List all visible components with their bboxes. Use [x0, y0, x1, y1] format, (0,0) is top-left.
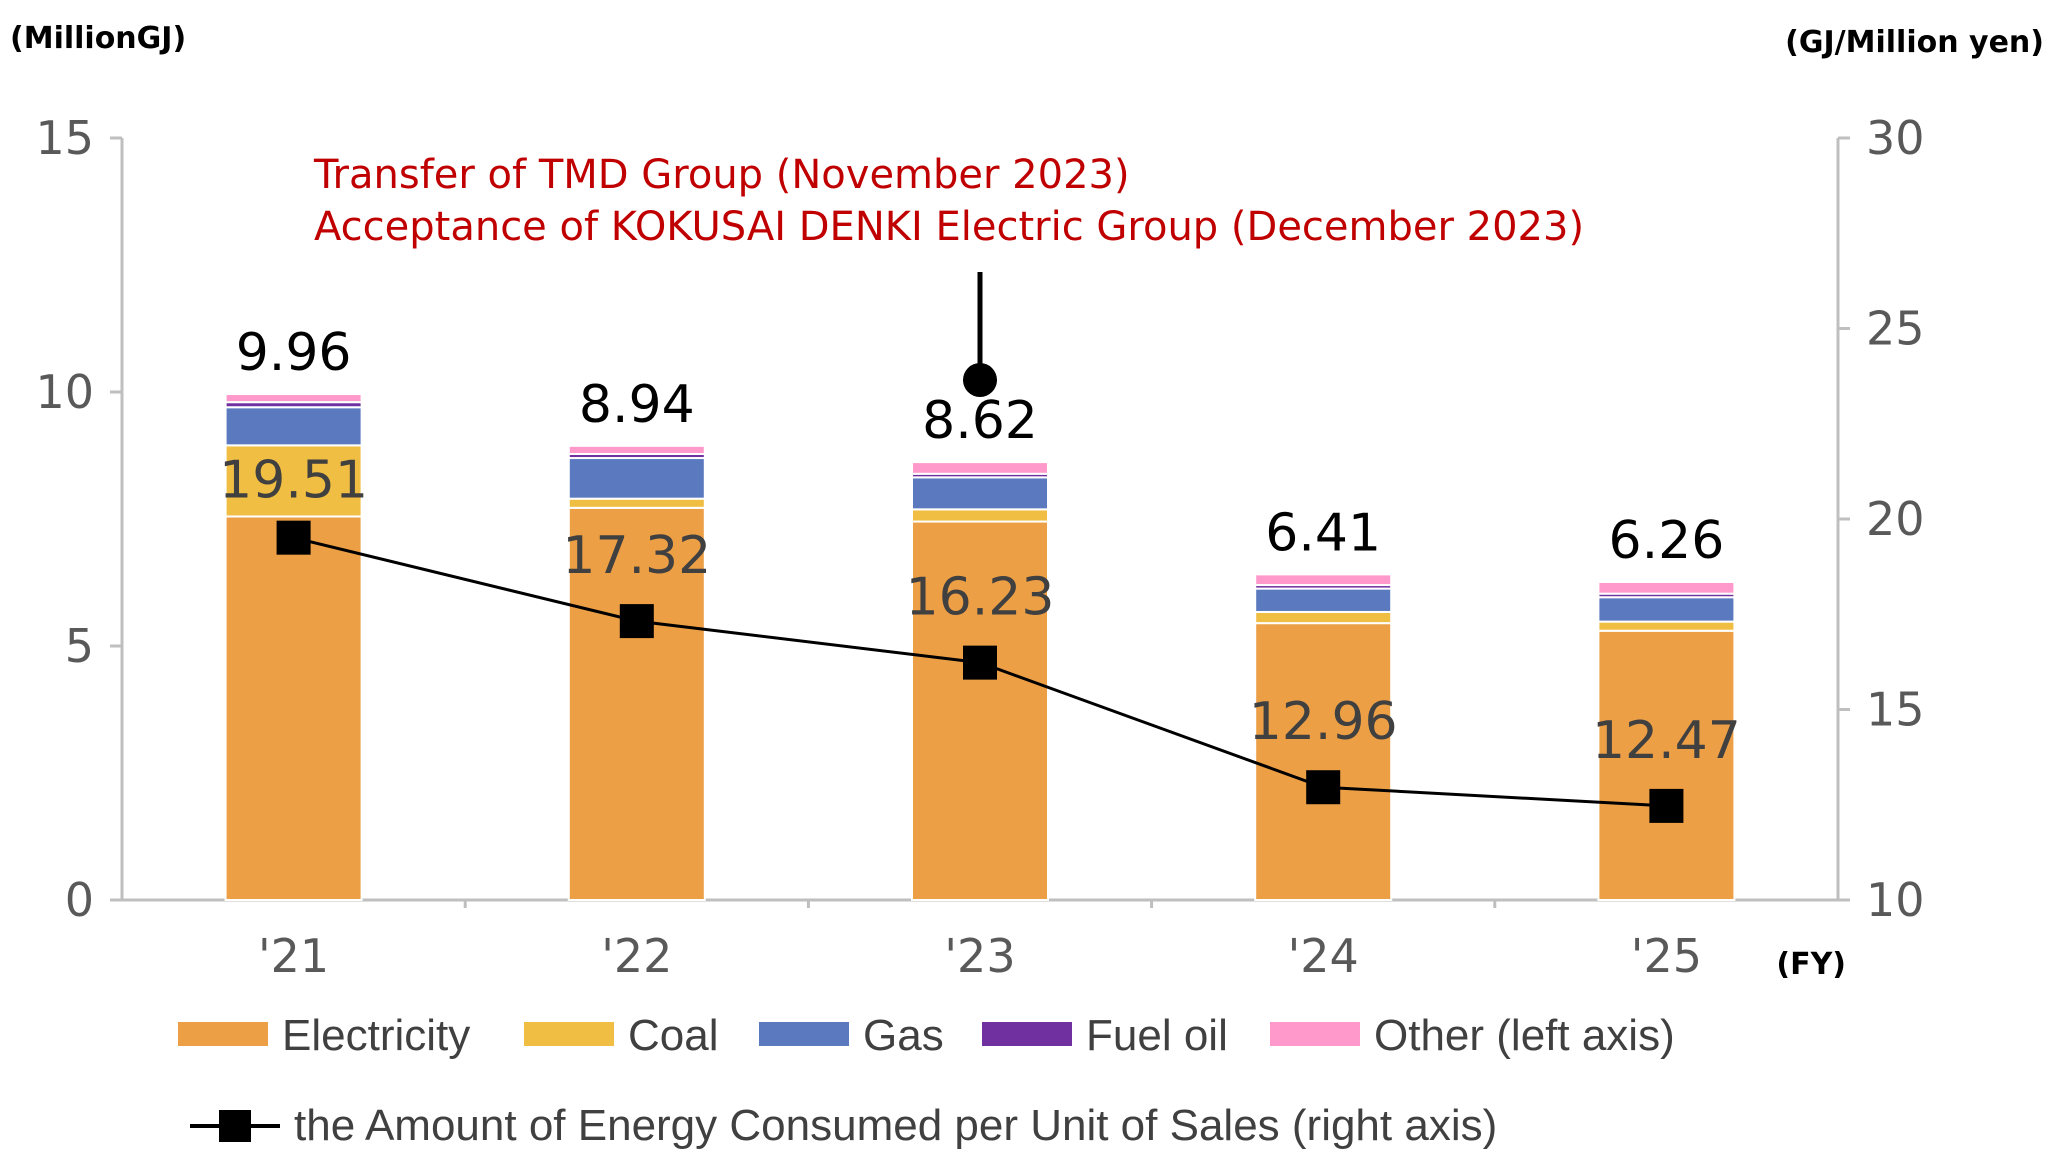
- bar-segment-electricity: [567, 506, 706, 901]
- intensity-value-label: 12.96: [1249, 692, 1398, 752]
- right-axis-unit-label: (GJ/Million yen): [1785, 25, 2044, 60]
- bar-segment-electricity: [1254, 622, 1393, 901]
- total-value-label: 8.62: [922, 391, 1038, 451]
- right-axis-tick-label: 30: [1866, 111, 1925, 165]
- intensity-value-label: 12.47: [1592, 711, 1741, 771]
- bar-segment-electricity: [224, 515, 363, 902]
- bar-segment-gas: [1597, 596, 1736, 623]
- x-axis-unit-label: (FY): [1776, 947, 1846, 982]
- bar-segment-gas: [1254, 587, 1393, 613]
- left-axis-tick-label: 5: [65, 619, 94, 673]
- legend-swatch: [759, 1022, 849, 1046]
- legend-label: Coal: [628, 1011, 719, 1060]
- bar-segment-coal: [224, 444, 363, 518]
- right-axis-tick-label: 25: [1866, 302, 1925, 356]
- legend-swatch: [178, 1022, 268, 1046]
- legend-swatch: [1270, 1022, 1360, 1046]
- legend-label: Gas: [863, 1011, 944, 1060]
- annotation: Transfer of TMD Group (November 2023) Acc…: [313, 152, 1584, 397]
- intensity-value-label: 17.32: [562, 526, 711, 586]
- x-axis-tick-label: '21: [258, 929, 329, 983]
- intensity-line: [276, 520, 1684, 823]
- bar-segment-other-left-axis: [567, 444, 706, 455]
- data-labels: 9.96 8.94 8.62 6.41 6.26 19.51 17.32 16.23 12.96…: [219, 323, 1741, 771]
- bar-segment-coal: [1254, 610, 1393, 625]
- bar-segment-gas: [224, 406, 363, 447]
- x-axis-tick-label: '24: [1288, 929, 1359, 983]
- bar-segment-other-left-axis: [224, 393, 363, 404]
- total-value-label: 6.26: [1609, 511, 1725, 571]
- x-axis-tick-label: '23: [944, 929, 1015, 983]
- total-value-label: 9.96: [236, 323, 352, 383]
- bar-segment-other-left-axis: [911, 461, 1049, 475]
- intensity-point-marker: [1649, 788, 1684, 823]
- left-axis-tick-label: 15: [35, 111, 94, 165]
- legend-line-label: the Amount of Energy Consumed per Unit o…: [294, 1101, 1497, 1150]
- right-axis-tick-label: 10: [1866, 873, 1925, 927]
- annotation-line-2: Acceptance of KOKUSAI DENKI Electric Gro…: [314, 204, 1584, 250]
- x-axis-tick-label: '25: [1631, 929, 1702, 983]
- total-value-label: 8.94: [579, 375, 695, 435]
- bar-segment-other-left-axis: [1597, 580, 1736, 595]
- bar-segment-coal: [911, 508, 1049, 523]
- legend-swatch: [524, 1022, 614, 1046]
- legend: Electricity Coal Gas Fuel oil Other (left ax…: [178, 1011, 1675, 1150]
- legend-label: Other (left axis): [1374, 1011, 1675, 1060]
- left-axis-tick-label: 0: [65, 873, 94, 927]
- bar-segment-coal: [567, 497, 706, 509]
- intensity-point-marker: [963, 645, 997, 680]
- left-axis-tick-label: 10: [35, 365, 94, 419]
- intensity-value-label: 19.51: [219, 451, 368, 511]
- legend-line-marker: [219, 1110, 251, 1142]
- annotation-line-1: Transfer of TMD Group (November 2023): [313, 152, 1130, 198]
- intensity-point-marker: [619, 604, 654, 639]
- right-axis-tick-label: 20: [1866, 492, 1925, 546]
- bar-segment-other-left-axis: [1254, 573, 1393, 587]
- left-axis-unit-label: (MillionGJ): [10, 21, 186, 56]
- intensity-value-label: 16.23: [906, 568, 1055, 628]
- bar-segment-coal: [1597, 620, 1736, 632]
- legend-label: Fuel oil: [1086, 1011, 1228, 1060]
- right-axis-tick-label: 15: [1866, 683, 1925, 737]
- stacked-bars: [224, 393, 1736, 902]
- total-value-label: 6.41: [1265, 503, 1381, 563]
- intensity-point-marker: [276, 520, 311, 555]
- bar-segment-gas: [911, 476, 1049, 511]
- x-axis-tick-label: '22: [601, 929, 672, 983]
- bar-segment-gas: [567, 457, 706, 500]
- intensity-point-marker: [1306, 770, 1341, 805]
- axes: 0 5 10 15 10 15 20 25 30 '21 '22 '23 '24 '25: [35, 111, 1924, 983]
- annotation-pointer-dot: [963, 363, 997, 397]
- bar-segment-electricity: [911, 520, 1049, 901]
- legend-swatch: [982, 1022, 1072, 1046]
- legend-label: Electricity: [282, 1011, 470, 1060]
